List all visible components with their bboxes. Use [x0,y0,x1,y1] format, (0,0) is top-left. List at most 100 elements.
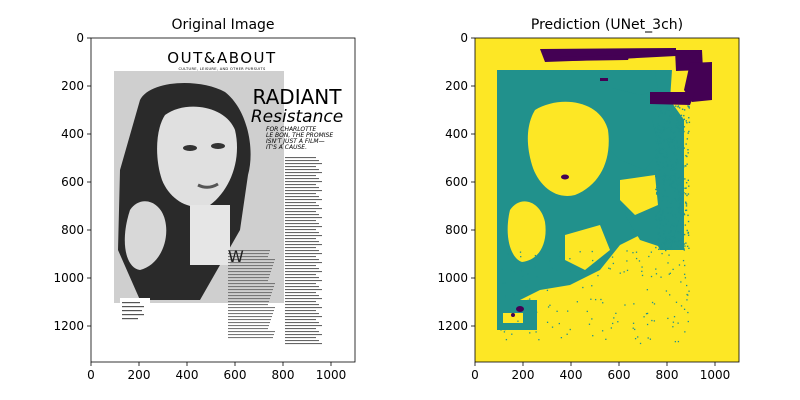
speckle-dot [684,264,686,267]
speckle-dot [681,211,683,214]
speckle-dot [674,190,676,192]
speckle-dot [669,184,671,187]
speckle-dot [665,108,668,110]
speckle-dot [686,229,688,232]
speckle-dot [658,196,660,198]
article-text-line [285,250,319,252]
speckle-dot [666,179,668,181]
speckle-dot [525,286,528,288]
speckle-dot [632,327,634,329]
speckle-dot [637,336,639,338]
speckle-dot [686,155,688,158]
speckle-dot [507,253,509,255]
speckle-dot [668,231,670,234]
article-text-line [285,217,322,219]
drop-cap: W [228,247,244,266]
speckle-dot [678,209,680,212]
speckle-dot [655,218,657,221]
article-text-line [285,244,322,246]
article-text-line [285,316,322,318]
right-axis-ticks: 0 200 400 600 800 1000 0 200 400 600 800 1000 1200 [437,31,730,382]
article-text-line [228,319,271,321]
speckle-dot [655,170,657,172]
speckle-dot [658,130,661,133]
speckle-dot [666,239,668,242]
speckle-dot [671,247,673,249]
speckle-dot [661,219,664,221]
speckle-dot [655,131,658,133]
speckle-dot [669,294,671,296]
speckle-dot [676,125,678,128]
speckle-dot [659,137,662,139]
speckle-dot [678,198,680,201]
speckle-dot [660,110,663,112]
speckle-dot [646,312,649,315]
speckle-dot [666,120,668,122]
speckle-dot [663,230,666,232]
speckle-dot [667,262,669,264]
speckle-dot [657,192,660,194]
prediction-heatmap [475,38,739,362]
speckle-dot [658,211,660,213]
article-text-line [285,319,316,321]
speckle-dot [670,231,672,233]
speckle-dot [515,326,518,328]
speckle-dot [673,248,675,250]
speckle-dot [664,111,666,114]
speckle-dot [605,338,607,340]
speckle-dot [672,236,674,238]
speckle-dot [646,323,649,326]
speckle-dot [663,139,666,141]
speckle-dot [678,107,681,109]
speckle-dot [615,312,617,315]
article-text-line [285,172,322,174]
speckle-dot [671,164,674,166]
speckle-dot [675,160,678,163]
speckle-dot [657,239,660,241]
speckle-dot [670,168,673,171]
article-text-line [285,220,316,222]
speckle-dot [687,106,690,108]
speckle-dot [663,129,665,131]
left-x-tick-label: 200 [128,368,151,382]
speckle-dot [662,178,665,181]
article-text-line [228,283,275,285]
article-text-line [228,337,273,339]
speckle-dot [667,200,669,202]
speckle-dot [612,322,614,325]
speckle-dot [668,144,670,146]
speckle-dot [667,142,670,144]
article-text-line [285,277,319,279]
speckle-dot [679,207,682,209]
speckle-dot [672,181,675,183]
article-text-line [285,325,322,327]
speckle-dot [684,178,686,180]
speckle-dot [671,112,674,114]
speckle-dot [684,224,687,226]
article-text-line [285,157,316,159]
right-y-tick-label: 600 [445,175,468,189]
article-text-line [285,259,319,261]
speckle-dot [655,135,658,138]
article-text-line [228,325,269,327]
speckle-dot [649,338,652,340]
article-text-line [228,286,274,288]
speckle-dot [633,303,635,305]
speckle-dot [677,231,679,234]
speckle-dot [668,177,671,180]
speckle-dot [532,323,534,325]
speckle-dot [688,130,690,133]
speckle-dot [665,242,667,244]
speckle-dot [670,230,673,232]
speckle-dot [683,233,686,236]
speckle-dot [683,249,686,251]
speckle-dot [675,167,678,169]
article-text-line [285,307,322,309]
speckle-dot [655,127,658,129]
article-text-line [285,238,316,240]
speckle-dot [535,331,537,333]
article-text-line [285,298,322,300]
speckle-dot [676,199,679,202]
speckle-dot [680,114,683,117]
speckle-dot [673,223,676,225]
